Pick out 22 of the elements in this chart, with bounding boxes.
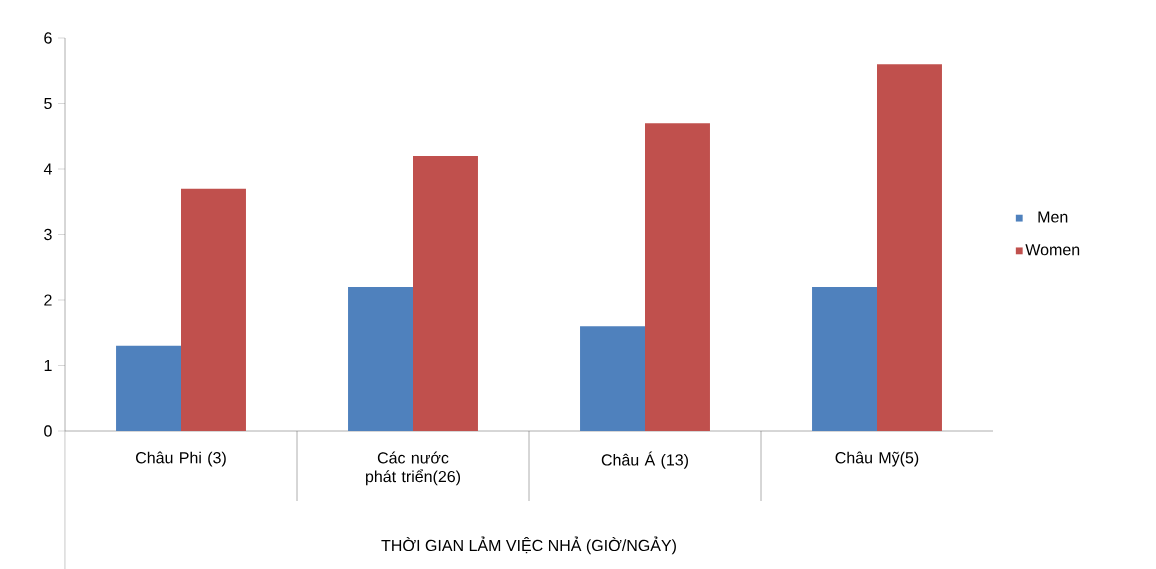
x-tick-label: Châu Á (13) <box>601 451 688 469</box>
x-tick-label: Châu Phi (3) <box>136 451 226 467</box>
bar <box>812 286 877 431</box>
bar <box>877 64 942 431</box>
y-tick-label: 3 <box>44 228 52 241</box>
x-tick-label: Châu Mỹ(5) <box>835 451 919 467</box>
bar <box>580 326 645 431</box>
y-tick-label: 5 <box>44 97 52 110</box>
y-tick-label: 1 <box>44 360 52 372</box>
y-tick-label: 2 <box>44 294 52 306</box>
legend-label: Women <box>1025 244 1080 256</box>
x-tick-label: Các nước phát triển(26) <box>366 451 461 486</box>
y-tick-label: 0 <box>44 425 52 437</box>
bar <box>348 286 413 431</box>
bar <box>181 188 246 431</box>
bar <box>645 123 710 431</box>
bar <box>116 345 181 431</box>
y-tick-label: 4 <box>43 163 52 175</box>
y-tick-label: 6 <box>44 32 52 44</box>
x-axis-title: THỜI GIAN LẢM VIỆC NHẢ (GIỜ/NGẢY) <box>381 536 676 555</box>
bar <box>413 155 478 431</box>
legend-label: Men <box>1038 211 1068 223</box>
